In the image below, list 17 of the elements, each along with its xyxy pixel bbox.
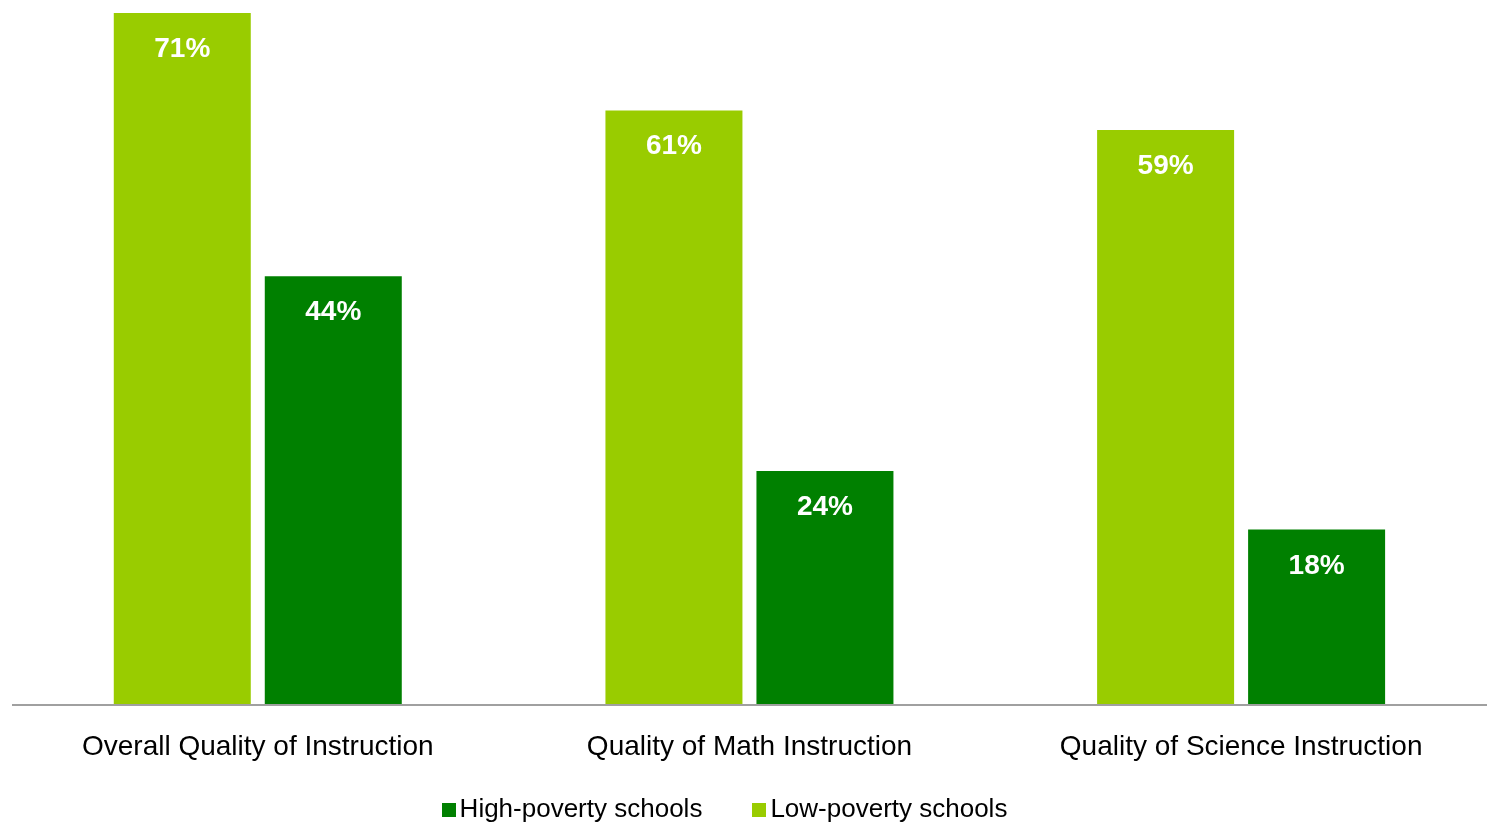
data-label: 59%: [1137, 148, 1194, 180]
legend-label: Low-poverty schools: [770, 793, 1008, 823]
bar: [1097, 129, 1235, 705]
data-label: 61%: [645, 129, 703, 161]
data-label: 18%: [1288, 548, 1345, 580]
bar: [756, 471, 894, 705]
x-tick-label: Quality of Science Instruction: [1059, 729, 1423, 761]
bar: [1248, 529, 1386, 705]
x-tick-label: Quality of Math Instruction: [586, 729, 913, 761]
data-label: 24%: [796, 490, 854, 522]
legend-label: High-poverty schools: [459, 793, 703, 823]
bar: [264, 276, 402, 705]
bar: [605, 110, 743, 705]
data-label: 44%: [305, 295, 362, 327]
x-tick-label: Overall Quality of Instruction: [81, 729, 434, 761]
data-label: 71%: [154, 32, 211, 63]
bar: [113, 13, 251, 705]
